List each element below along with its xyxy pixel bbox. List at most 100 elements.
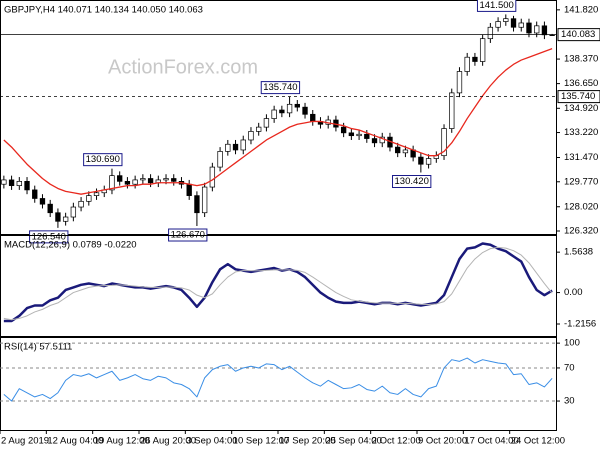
candle-body (248, 131, 254, 141)
y-tick-label: 133.220 (564, 127, 598, 138)
candle-body (78, 200, 84, 208)
candle-body (418, 156, 424, 165)
candle-body (171, 178, 177, 182)
y-tick-label: 141.820 (564, 4, 598, 15)
candle-body (240, 139, 246, 151)
candle-body (302, 106, 308, 115)
candle-body (364, 133, 370, 139)
panel-title: GBPJPY,H4 140.071 140.134 140.050 140.06… (4, 5, 203, 16)
candle-body (340, 126, 347, 134)
annotation-label: 135.740 (263, 82, 297, 93)
price-label: 140.083 (561, 29, 595, 40)
candle-body (8, 179, 15, 186)
candle-body (109, 175, 115, 191)
candle-body (441, 128, 447, 157)
candle-body (39, 198, 46, 205)
candle-body (32, 189, 38, 199)
annotation-label: 130.420 (395, 176, 429, 187)
candle-body (279, 109, 285, 114)
series-line (3, 48, 553, 195)
panel-title: MACD(12,26,9) 0.0789 -0.0220 (4, 240, 137, 251)
x-tick-label: 10 Sep 12:00 (233, 436, 290, 447)
annotation-box (83, 153, 123, 167)
candle-body (140, 178, 146, 181)
candle-body (456, 71, 463, 94)
candle-body (86, 195, 92, 202)
price-label-box (557, 28, 600, 42)
x-tick-label: 19 Aug 12:00 (94, 436, 150, 447)
panel-title: RSI(14) 57.5111 (4, 342, 72, 353)
candle-body (464, 56, 470, 72)
x-tick-label: 12 Aug 04:00 (47, 436, 103, 447)
annotation-label: 130.690 (86, 154, 120, 165)
annotation-box (476, 0, 517, 12)
candle-body (1, 179, 7, 185)
y-tick-label: -1.2156 (564, 319, 596, 330)
x-tick-label: 25 Sep 04:00 (325, 436, 382, 447)
candle-body (62, 216, 69, 222)
y-tick-label: 30 (564, 396, 575, 407)
y-tick-label: 131.470 (564, 152, 598, 163)
candle-body (510, 18, 517, 28)
candle-body (395, 146, 401, 154)
candle-body (16, 181, 22, 186)
candle-body (263, 118, 270, 128)
annotation-box (29, 230, 69, 244)
series-line (3, 246, 553, 321)
x-tick-label: 2 Oct 12:00 (372, 436, 421, 447)
candle-body (225, 143, 231, 152)
candle-body (256, 126, 262, 132)
candle-body (217, 151, 223, 168)
candle-body (209, 166, 216, 188)
x-tick-label: 3 Sep 04:00 (186, 436, 237, 447)
candle-body (534, 25, 540, 34)
y-tick-label: 0.00 (564, 287, 583, 298)
candle-body (93, 192, 100, 196)
watermark: ActionForex.com (108, 56, 258, 78)
annotation-box (260, 81, 301, 95)
candle-body (124, 181, 131, 185)
candle-body (294, 103, 300, 108)
candle-body (194, 195, 200, 214)
candle-body (163, 178, 169, 181)
candle-body (186, 183, 192, 196)
y-tick-label: 128.020 (564, 201, 598, 212)
price-label: 135.740 (561, 91, 595, 102)
y-tick-label: 70 (564, 362, 575, 373)
panel-frame (0, 0, 557, 235)
candle-body (117, 175, 123, 182)
candle-body (201, 186, 208, 214)
candle-body (487, 26, 494, 40)
candle-body (286, 103, 293, 114)
annotation-label: 141.500 (479, 0, 513, 11)
candle-body (47, 203, 53, 214)
series-line (3, 357, 553, 402)
y-tick-label: 136.650 (564, 78, 598, 89)
candle-body (518, 22, 524, 28)
x-tick-label: 26 Aug 20:00 (140, 436, 196, 447)
x-tick-label: 2 Aug 2019 (1, 436, 49, 447)
candle-body (232, 143, 239, 151)
candle-body (541, 25, 548, 36)
candle-body (503, 18, 509, 22)
candle-body (425, 158, 432, 165)
candle-body (472, 56, 478, 62)
candle-body (495, 21, 501, 28)
candle-body (371, 138, 378, 144)
panel-frame (0, 235, 557, 337)
y-tick-label: 100 (564, 338, 580, 349)
x-tick-label: 17 Oct 04:00 (464, 436, 518, 447)
annotation-box (392, 175, 432, 189)
candle-body (55, 212, 61, 222)
y-tick-label: 126.320 (564, 226, 598, 237)
candle-body (402, 149, 409, 154)
series-line (3, 242, 553, 323)
candle-body (70, 206, 77, 218)
y-tick-label: 138.370 (564, 54, 598, 65)
candle-body (526, 22, 532, 34)
candle-body (132, 179, 138, 185)
y-tick-label: 1.5638 (564, 247, 593, 258)
candle-body (449, 92, 455, 129)
annotation-label: 126.540 (32, 231, 66, 242)
